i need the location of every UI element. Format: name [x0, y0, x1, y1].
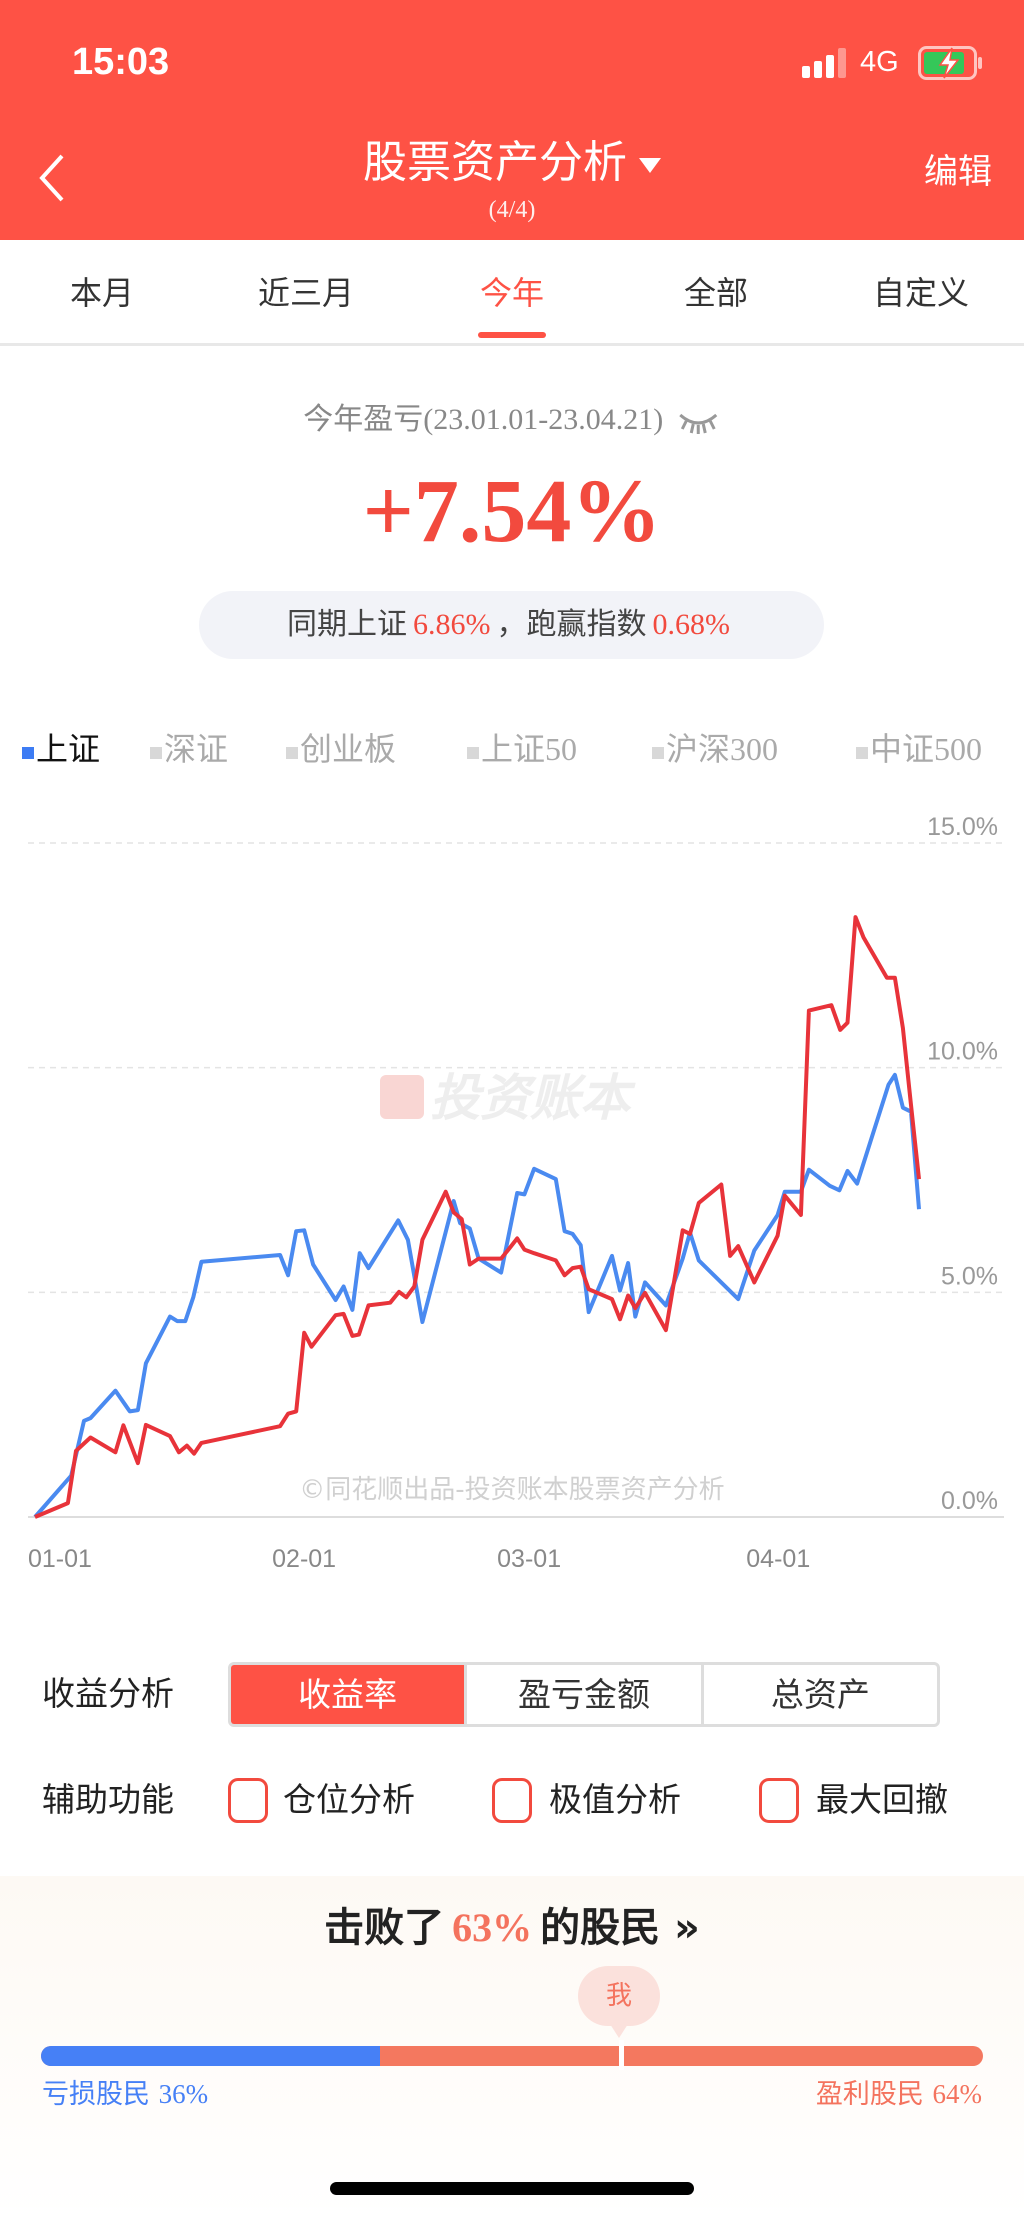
return-chart[interactable]: 投资账本 0.0% 5.0% 10.0% 15.0% ©同花顺出品-投资账本股票资产分…: [0, 780, 1024, 1590]
y-tick-label: 5.0%: [941, 1262, 998, 1290]
tab-custom[interactable]: 自定义: [872, 274, 970, 312]
legend-label: 中证500: [870, 731, 983, 767]
position-analysis-checkbox[interactable]: [228, 1778, 268, 1823]
ranking-prefix: 击败了: [324, 1905, 445, 1951]
y-tick-label: 0.0%: [941, 1487, 998, 1515]
me-position-tick: [619, 2040, 624, 2070]
legend-shanghai[interactable]: 上证: [22, 728, 100, 770]
legend-swatch: [150, 746, 162, 759]
loss-investors-label: 亏损股民 36%: [42, 2076, 208, 2113]
series-line-my-return: [34, 915, 921, 1519]
battery-charging-icon: [918, 46, 982, 80]
chart-footer: ©同花顺出品-投资账本股票资产分析: [299, 1475, 724, 1505]
separator: ，: [496, 607, 527, 642]
position-analysis-label[interactable]: 仓位分析: [283, 1780, 415, 1819]
segment-pl-amount[interactable]: 盈亏金额: [464, 1665, 700, 1724]
legend-label: 深证: [164, 731, 229, 767]
back-icon[interactable]: [32, 150, 72, 206]
legend-sse50[interactable]: 上证50: [467, 728, 577, 770]
ranking-suffix: 的股民: [540, 1905, 661, 1951]
pl-percent: +7.54%: [362, 462, 662, 561]
legend-shenzhen[interactable]: 深证: [150, 728, 228, 770]
max-drawdown-label[interactable]: 最大回撤: [816, 1780, 948, 1819]
caret-down-icon: [639, 157, 661, 173]
tab-this-month[interactable]: 本月: [69, 274, 135, 312]
legend-label: 上证: [36, 731, 101, 767]
y-tick-label: 15.0%: [927, 813, 998, 841]
legend-label: 沪深300: [666, 731, 779, 767]
app-header: 15:03 4G 股票资产分析 (4/4) 编辑: [0, 0, 1024, 240]
home-indicator[interactable]: [330, 2182, 694, 2195]
compare-value: 6.86%: [413, 608, 491, 641]
legend-label: 创业板: [300, 731, 397, 767]
legend-swatch: [652, 746, 664, 759]
pl-period-text: 今年盈亏(23.01.01-23.04.21): [303, 403, 664, 436]
edit-button[interactable]: 编辑: [924, 152, 992, 192]
x-tick-label: 01-01: [28, 1545, 92, 1573]
legend-swatch: [467, 746, 479, 759]
page-indicator: (4/4): [488, 197, 536, 223]
gain-pct: 64%: [932, 2079, 983, 2109]
network-type: 4G: [860, 46, 899, 78]
compare-label: 同期上证: [287, 607, 407, 642]
ranking-percent: 63%: [452, 1905, 533, 1950]
tab-this-year[interactable]: 今年: [479, 274, 545, 312]
x-tick-label: 02-01: [272, 1545, 336, 1573]
loss-label-text: 亏损股民: [42, 2079, 150, 2110]
beat-index-label: 跑赢指数: [526, 607, 647, 642]
beat-index-value: 0.68%: [652, 608, 731, 641]
legend-label: 上证50: [481, 731, 578, 767]
watermark: 投资账本: [380, 1069, 636, 1127]
page-title-dropdown[interactable]: 股票资产分析: [363, 136, 661, 190]
index-compare-pill: 同期上证 6.86% ，跑赢指数 0.68%: [199, 591, 824, 659]
y-tick-label: 10.0%: [927, 1038, 998, 1066]
ranking-bar: [41, 2046, 983, 2066]
active-tab-indicator: [478, 332, 546, 338]
aux-label: 辅助功能: [42, 1780, 174, 1819]
x-tick-label: 03-01: [497, 1545, 561, 1573]
analysis-label: 收益分析: [42, 1674, 174, 1713]
tab-three-months[interactable]: 近三月: [257, 274, 355, 312]
loss-pct: 36%: [158, 2079, 209, 2109]
legend-csi300[interactable]: 沪深300: [652, 728, 778, 770]
loss-portion: [41, 2046, 381, 2066]
legend-chinext[interactable]: 创业板: [286, 728, 396, 770]
legend-csi500[interactable]: 中证500: [856, 728, 982, 770]
tab-all[interactable]: 全部: [683, 274, 749, 312]
max-drawdown-checkbox[interactable]: [759, 1778, 799, 1823]
status-time: 15:03: [72, 41, 170, 83]
signal-icon: [802, 48, 846, 78]
page-title: 股票资产分析: [363, 137, 627, 188]
chevron-right-icon: »: [674, 1905, 700, 1951]
period-tabs: 本月 近三月 今年 全部 自定义: [0, 240, 1024, 346]
legend-swatch: [286, 746, 298, 759]
segment-return-rate[interactable]: 收益率: [231, 1665, 465, 1724]
segment-total-assets[interactable]: 总资产: [700, 1665, 937, 1724]
ranking-headline[interactable]: 击败了 63% 的股民 »: [324, 1902, 700, 1954]
watermark-text: 投资账本: [430, 1069, 636, 1127]
legend-swatch: [856, 746, 868, 759]
gain-label-text: 盈利股民: [815, 2079, 924, 2110]
me-marker: 我: [578, 1966, 660, 2026]
legend-swatch: [22, 746, 34, 759]
pl-period-label: 今年盈亏(23.01.01-23.04.21): [303, 398, 720, 442]
analysis-segmented-control: 收益率 盈亏金额 总资产: [228, 1662, 940, 1727]
gain-investors-label: 盈利股民 64%: [816, 2076, 982, 2113]
extreme-analysis-label[interactable]: 极值分析: [549, 1780, 681, 1819]
series-line-shanghai-index: [33, 1072, 921, 1519]
me-marker-tail: [610, 2024, 628, 2038]
x-tick-label: 04-01: [746, 1545, 810, 1573]
extreme-analysis-checkbox[interactable]: [492, 1778, 532, 1823]
eye-closed-icon[interactable]: [677, 409, 721, 435]
